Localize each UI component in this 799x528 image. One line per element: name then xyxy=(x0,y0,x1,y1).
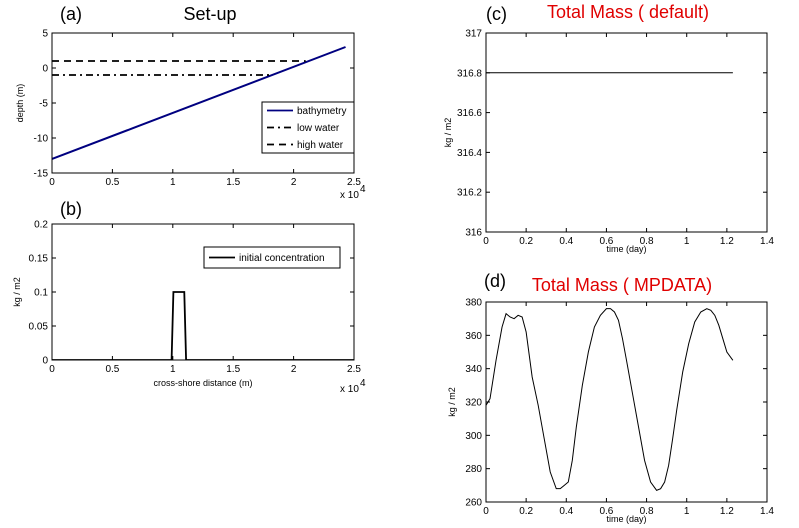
y-tick-label: -5 xyxy=(39,99,48,110)
panel-d: 0 0.2 0.4 0.6 0.8 1 1.2 1.4 260 280 300 320 340 360 38… xyxy=(447,271,774,524)
x-tick-label: 1 xyxy=(684,506,690,517)
x-tick-label: 1 xyxy=(684,236,690,247)
axes-box xyxy=(485,301,768,503)
y-tick-label: 0 xyxy=(42,356,48,367)
y-tick-label: 300 xyxy=(465,431,482,442)
y-tick-label: 380 xyxy=(465,298,482,309)
plot-area xyxy=(52,291,354,360)
x-tick-label: 1 xyxy=(170,364,176,375)
series-line-initial-concentration xyxy=(52,291,354,360)
legend: bathymetry low water high water xyxy=(261,101,355,154)
x-tick-label: 1.5 xyxy=(226,177,240,188)
x-tick-label: 0.5 xyxy=(105,177,119,188)
panel-a: 0 0.5 1 1.5 2 2.5 -15 -10 -5 0 5 depth (m) x 104 (a) S… xyxy=(15,4,366,201)
x-exponent-power: 4 xyxy=(360,184,366,195)
y-tick-label: 0 xyxy=(42,64,48,75)
x-tick-label: 1.4 xyxy=(760,506,774,517)
x-tick-label: 0.2 xyxy=(519,506,533,517)
y-tick-label: 5 xyxy=(42,29,48,40)
panel-c: 0 0.2 0.4 0.6 0.8 1 1.2 1.4 316 316.2 316.4 316.6 31… xyxy=(443,2,774,254)
y-axis-label: kg / m2 xyxy=(12,277,22,307)
legend-label: bathymetry xyxy=(297,106,346,117)
panel-b: 0 0.5 1 1.5 2 2.5 0 0.05 0.1 0.15 0.2 kg / m2 cross-… xyxy=(12,199,366,395)
x-axis-label: time (day) xyxy=(606,514,646,524)
y-tick-label: 0.1 xyxy=(34,288,48,299)
axes-box xyxy=(51,223,355,361)
y-tick-label: -15 xyxy=(34,169,49,180)
y-tick-label: 0.15 xyxy=(29,254,49,265)
x-tick-label: 2 xyxy=(291,177,297,188)
y-tick-label: 317 xyxy=(465,29,482,40)
panel-letter: (b) xyxy=(60,199,82,219)
x-tick-label: 1.2 xyxy=(720,236,734,247)
plot-area xyxy=(486,308,734,491)
y-tick-label: 316.6 xyxy=(457,108,482,119)
x-tick-label: 0 xyxy=(49,177,55,188)
panel-letter: (a) xyxy=(60,4,82,24)
panel-letter: (d) xyxy=(484,271,506,291)
x-tick-label: 0.8 xyxy=(640,236,654,247)
x-axis-label: time (day) xyxy=(606,244,646,254)
y-tick-label: 0.2 xyxy=(34,220,48,231)
panel-letter: (c) xyxy=(486,4,507,24)
x-tick-label: 0 xyxy=(483,506,489,517)
series-line-1 xyxy=(486,308,734,491)
y-tick-label: 260 xyxy=(465,498,482,509)
x-tick-label: 0.6 xyxy=(599,236,613,247)
y-tick-label: 360 xyxy=(465,331,482,342)
legend-label: initial concentration xyxy=(239,253,325,264)
x-tick-label: 2.5 xyxy=(347,177,361,188)
chart-title: Set-up xyxy=(183,4,236,24)
x-tick-label: 0.4 xyxy=(559,236,573,247)
x-tick-label: 1 xyxy=(170,177,176,188)
x-tick-label: 1.2 xyxy=(720,506,734,517)
x-tick-label: 0.6 xyxy=(599,506,613,517)
y-tick-label: 0.05 xyxy=(29,322,49,333)
x-tick-label: 0 xyxy=(483,236,489,247)
x-tick-label: 0.8 xyxy=(640,506,654,517)
y-tick-label: 320 xyxy=(465,398,482,409)
y-axis-label: depth (m) xyxy=(15,84,25,123)
y-tick-label: 316.4 xyxy=(457,148,482,159)
axes-box xyxy=(485,32,768,233)
legend-label: low water xyxy=(297,123,340,134)
x-exponent: x 10 xyxy=(340,384,359,395)
y-tick-label: 316.8 xyxy=(457,68,482,79)
legend-label: high water xyxy=(297,140,344,151)
x-tick-label: 0.5 xyxy=(105,364,119,375)
y-tick-label: 316 xyxy=(465,228,482,239)
x-axis-label: cross-shore distance (m) xyxy=(153,378,252,388)
y-tick-label: 280 xyxy=(465,464,482,475)
chart-title: Total Mass ( default) xyxy=(547,2,709,22)
series-line-bathymetry xyxy=(52,46,346,160)
x-tick-label: 2 xyxy=(291,364,297,375)
x-tick-label: 0.2 xyxy=(519,236,533,247)
y-tick-label: 340 xyxy=(465,364,482,375)
chart-title: Total Mass ( MPDATA) xyxy=(532,275,712,295)
x-tick-label: 2.5 xyxy=(347,364,361,375)
x-exponent: x 10 xyxy=(340,190,359,201)
y-tick-label: -10 xyxy=(34,134,49,145)
legend-box xyxy=(203,246,341,269)
x-tick-label: 1.5 xyxy=(226,364,240,375)
y-tick-label: 316.2 xyxy=(457,188,482,199)
legend: initial concentration xyxy=(203,246,341,269)
x-exponent-power: 4 xyxy=(360,378,366,389)
x-tick-label: 0 xyxy=(49,364,55,375)
plot-area xyxy=(52,46,346,160)
y-axis-label: kg / m2 xyxy=(443,118,453,148)
x-tick-label: 1.4 xyxy=(760,236,774,247)
y-axis-label: kg / m2 xyxy=(447,387,457,417)
x-tick-label: 0.4 xyxy=(559,506,573,517)
